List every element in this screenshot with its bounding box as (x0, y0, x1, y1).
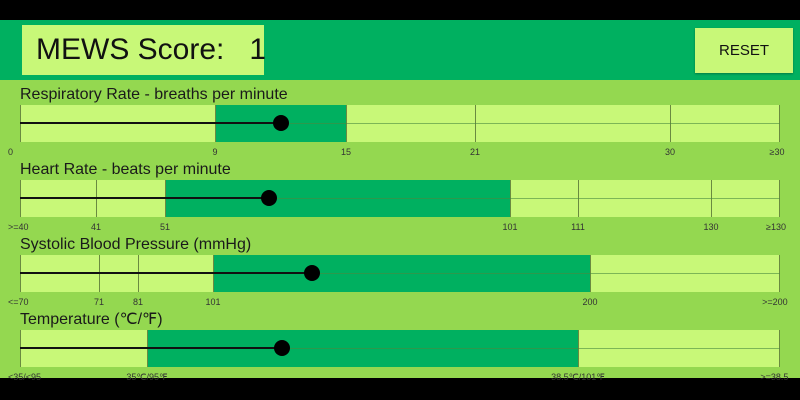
tick-label: ≥130 (766, 222, 786, 232)
tick-label: >=38.5 (760, 372, 789, 382)
tick-label: 51 (159, 222, 171, 232)
track-fill (20, 347, 283, 349)
heart-rate-slider[interactable] (20, 180, 780, 217)
temperature-section: Temperature (℃/℉) <35/<95 35℃/95℉ 38.5℃/10… (0, 310, 800, 385)
tick-label: <=70 (8, 297, 29, 307)
tick-label: ≥30 (769, 147, 785, 157)
tick-label: 35℃/95℉ (126, 372, 168, 382)
tick-label: 21 (469, 147, 481, 157)
score-value: 1 (249, 33, 267, 66)
respiratory-rate-title: Respiratory Rate - breaths per minute (20, 86, 288, 103)
tick-label: 41 (90, 222, 102, 232)
tick-label: 30 (664, 147, 676, 157)
tick-label: >=40 (8, 222, 29, 232)
track-line (20, 273, 780, 274)
systolic-bp-section: Systolic Blood Pressure (mmHg) <=70 71 81 1… (0, 235, 800, 310)
tick-label: 81 (132, 297, 144, 307)
vitals-panel: Respiratory Rate - breaths per minute 0 9… (0, 80, 800, 382)
tick-label: 9 (212, 147, 218, 157)
slider-handle[interactable] (272, 115, 289, 131)
track-fill (20, 197, 269, 199)
score-label: MEWS Score: (36, 33, 225, 66)
track-line (20, 198, 780, 199)
header-bar: MEWS Score: 1 RESET (0, 20, 800, 80)
track-line (20, 348, 780, 349)
tick-label: 0 (8, 147, 14, 157)
tick-label: 200 (582, 297, 598, 307)
tick-label: >=200 (762, 297, 788, 307)
tick-label: 130 (703, 222, 719, 232)
track-fill (20, 122, 281, 124)
slider-handle[interactable] (274, 340, 291, 356)
temperature-title: Temperature (℃/℉) (20, 311, 163, 328)
systolic-bp-title: Systolic Blood Pressure (mmHg) (20, 236, 252, 253)
slider-handle[interactable] (260, 190, 277, 206)
tick-label: 15 (340, 147, 352, 157)
tick-label: 111 (571, 222, 585, 232)
heart-rate-title: Heart Rate - beats per minute (20, 161, 231, 178)
respiratory-rate-section: Respiratory Rate - breaths per minute 0 9… (0, 85, 800, 160)
heart-rate-section: Heart Rate - beats per minute >=40 41 51 10… (0, 160, 800, 235)
track-fill (20, 272, 312, 274)
tick-label: <35/<95 (8, 372, 42, 382)
track-line (20, 123, 780, 124)
systolic-bp-slider[interactable] (20, 255, 780, 292)
slider-handle[interactable] (304, 265, 320, 281)
reset-button[interactable]: RESET (695, 28, 793, 73)
tick-label: 101 (205, 297, 221, 307)
temperature-slider[interactable] (20, 330, 780, 367)
tick-label: 38.5℃/101℉ (551, 372, 605, 382)
mews-score-display: MEWS Score: 1 (22, 25, 267, 75)
tick-label: 71 (93, 297, 105, 307)
tick-label: 101 (502, 222, 518, 232)
respiratory-rate-slider[interactable] (20, 105, 780, 142)
